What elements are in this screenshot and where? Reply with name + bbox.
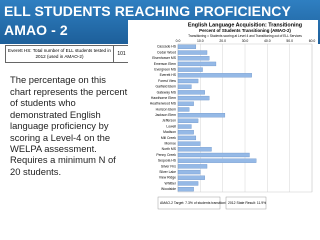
bar bbox=[177, 124, 192, 129]
bar bbox=[177, 164, 208, 169]
bar bbox=[177, 130, 194, 135]
bar bbox=[177, 187, 194, 192]
y-tick-label: Garfield Elem bbox=[155, 85, 176, 89]
y-tick-label: Madison bbox=[163, 130, 176, 134]
chart-subtitle: Percent of Students Transitioning (AMAO-… bbox=[199, 28, 291, 33]
bar bbox=[177, 135, 197, 141]
bar bbox=[177, 101, 194, 106]
bar bbox=[177, 84, 192, 89]
y-tick-label: Everett HS bbox=[160, 73, 177, 77]
slide-title: AMAO - 2 bbox=[4, 22, 68, 38]
bar bbox=[177, 175, 205, 180]
y-tick-label: Penny Creek bbox=[156, 153, 176, 157]
bar bbox=[177, 44, 197, 49]
bar bbox=[177, 56, 210, 61]
bar bbox=[177, 141, 201, 146]
bar bbox=[177, 158, 257, 163]
bar bbox=[177, 67, 203, 72]
y-tick-label: Horizon Elem bbox=[156, 107, 177, 111]
bar bbox=[177, 152, 250, 158]
x-tick-label: 40.0 bbox=[264, 39, 271, 43]
bar bbox=[177, 113, 226, 118]
y-tick-label: Jefferson bbox=[162, 119, 176, 123]
slide-title: ELL STUDENTS REACHING PROFICIENCY bbox=[4, 3, 291, 19]
y-tick-label: Forest View bbox=[158, 79, 176, 83]
y-tick-label: North MS bbox=[162, 147, 177, 151]
bar bbox=[177, 107, 190, 112]
bar bbox=[177, 78, 199, 84]
bar bbox=[177, 61, 217, 67]
bar bbox=[177, 90, 205, 95]
y-tick-label: Sequoia HS bbox=[158, 159, 177, 163]
chart: English Language Acquisition: Transition… bbox=[128, 20, 318, 220]
body-text: Requires a minimum N of 20 students. bbox=[10, 154, 116, 177]
bar bbox=[177, 95, 210, 101]
body-text: The percentage on this chart represents … bbox=[10, 74, 128, 154]
y-tick-label: Evergreen MS bbox=[154, 68, 176, 72]
y-tick-label: Cascade HS bbox=[157, 45, 177, 49]
y-tick-label: Eisenhower MS bbox=[152, 56, 176, 60]
note-text: 2012 State Result: 11.9% bbox=[228, 201, 266, 205]
note-box bbox=[225, 196, 267, 210]
x-tick-label: 60.0 bbox=[309, 39, 316, 43]
y-tick-label: Woodside bbox=[161, 187, 176, 191]
count-value: 101 bbox=[117, 51, 126, 57]
chart-note: Transitioning = Students scoring at Leve… bbox=[188, 34, 302, 38]
y-tick-label: Silver Firs bbox=[161, 164, 176, 168]
y-tick-label: Monroe bbox=[165, 142, 177, 146]
note-text: AMAO-2 Target: 7.3% of students transiti… bbox=[160, 201, 230, 205]
bar bbox=[177, 181, 199, 186]
count-label: Everett HS: Total number of ELL students… bbox=[6, 46, 114, 62]
y-tick-label: Jackson Elem bbox=[155, 113, 176, 117]
bar bbox=[177, 147, 212, 152]
y-tick-label: Heatherwood MS bbox=[150, 102, 177, 106]
chart-title: English Language Acquisition: Transition… bbox=[188, 22, 302, 28]
x-tick-label: 30.0 bbox=[242, 39, 249, 43]
bar bbox=[177, 169, 201, 175]
count-box: Everett HS: Total number of ELL students… bbox=[5, 45, 130, 63]
y-tick-label: Cedar Wood bbox=[157, 50, 176, 54]
y-tick-label: Lowell bbox=[166, 124, 176, 128]
bar bbox=[177, 118, 199, 123]
bar bbox=[177, 73, 252, 78]
x-tick-label: 0.0 bbox=[176, 39, 181, 43]
y-tick-label: Gateway MS bbox=[157, 90, 177, 94]
y-tick-label: Emerson Elem bbox=[154, 62, 176, 66]
x-tick-label: 10.0 bbox=[197, 39, 204, 43]
y-tick-label: View Ridge bbox=[159, 176, 176, 180]
x-tick-label: 50.0 bbox=[286, 39, 293, 43]
y-tick-label: Hawthorne Elem bbox=[151, 96, 176, 100]
y-tick-label: Mill Creek bbox=[161, 136, 176, 140]
x-tick-label: 20.0 bbox=[219, 39, 226, 43]
y-tick-label: Whittier bbox=[165, 181, 177, 185]
note-box bbox=[157, 196, 221, 210]
bar bbox=[177, 50, 208, 55]
y-tick-label: Silver Lake bbox=[159, 170, 176, 174]
